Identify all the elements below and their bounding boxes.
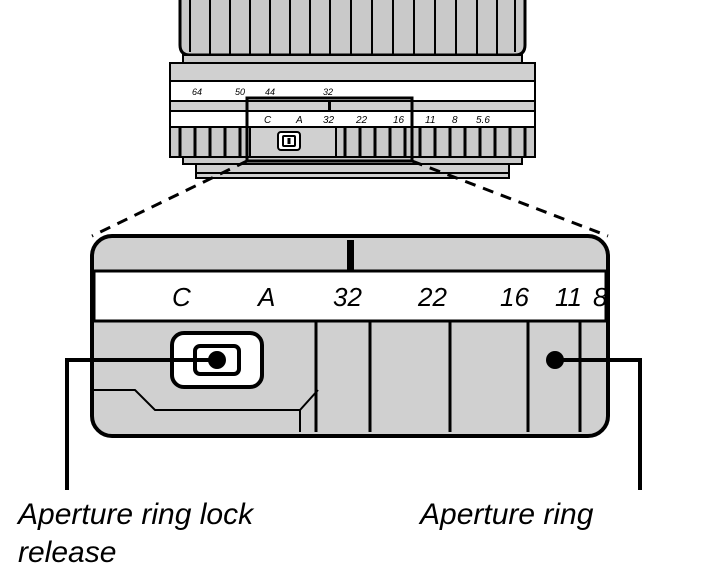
lens-ring-4: 16	[393, 115, 405, 126]
detail-scale-4: 16	[500, 282, 529, 312]
lens-ring-2: 32	[323, 115, 335, 126]
lens-ring-0: C	[264, 115, 272, 126]
detail-scale-3: 22	[417, 282, 447, 312]
lens-top: 64 50 44 32 C A 32 22 16 11 8 5.6	[170, 0, 535, 178]
lens-top-scale-1: 50	[235, 87, 245, 97]
lens-ring-7: 5.6	[476, 115, 490, 126]
lens-ring-6: 8	[452, 115, 458, 126]
callout-left-line2: release	[18, 536, 116, 569]
lens-top-scale-3: 32	[323, 87, 333, 97]
lens-ring-3: 22	[355, 115, 368, 126]
callout-left-line1: Aperture ring lock	[16, 498, 255, 531]
detail-scale-2: 32	[333, 282, 362, 312]
lens-top-scale-2: 44	[265, 87, 275, 97]
lens-ring-5: 11	[425, 115, 435, 126]
detail-scale-0: C	[172, 282, 191, 312]
lens-ring-1: A	[295, 115, 303, 126]
callout-right: Aperture ring	[418, 498, 594, 531]
aperture-ring-diagram: 64 50 44 32 C A 32 22 16 11 8 5.6	[0, 0, 708, 585]
detail-scale-5: 11	[555, 282, 582, 312]
detail-scale-1: A	[256, 282, 275, 312]
detail-panel: C A 32 22 16 11 8	[92, 236, 608, 436]
lens-top-scale-0: 64	[192, 87, 202, 97]
detail-scale-6: 8	[593, 282, 608, 312]
